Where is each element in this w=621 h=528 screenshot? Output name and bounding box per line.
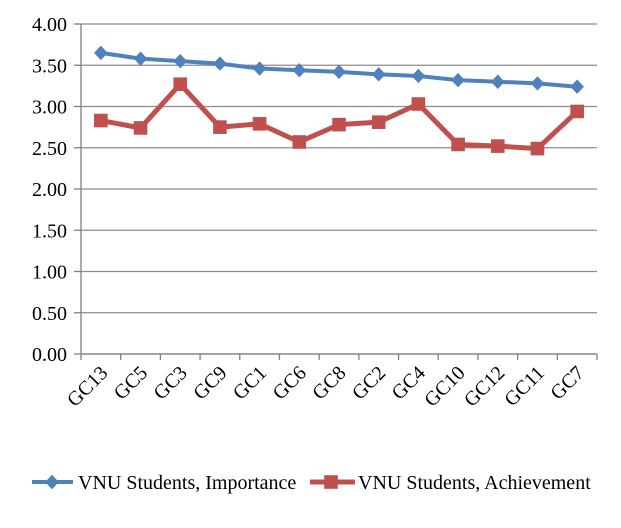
- data-point-marker: [292, 135, 307, 149]
- y-axis-label: 3.50: [32, 55, 67, 77]
- x-axis: GC13GC5GC3GC9GC1GC6GC8GC2GC4GC10GC12GC11…: [63, 353, 598, 411]
- data-point-marker: [332, 117, 346, 132]
- y-axis-label: 3.00: [32, 97, 67, 119]
- x-axis-label: GC6: [269, 362, 311, 404]
- data-point-marker: [213, 120, 227, 134]
- legend-label: VNU Students, Achievement: [358, 472, 591, 494]
- data-point-marker: [371, 67, 386, 82]
- data-point-marker: [411, 97, 426, 111]
- x-axis-label: GC10: [420, 362, 469, 411]
- gridlines: [81, 23, 597, 355]
- y-axis-label: 2.00: [32, 179, 67, 201]
- data-point-marker: [292, 63, 307, 78]
- square-marker-icon: [324, 475, 338, 489]
- data-point-marker: [213, 56, 227, 71]
- x-axis-label: GC1: [229, 362, 271, 404]
- x-axis-label: GC5: [110, 362, 152, 404]
- y-axis-label: 4.00: [32, 14, 67, 36]
- data-point-marker: [490, 139, 505, 153]
- x-axis-label: GC12: [460, 362, 509, 411]
- data-point-marker: [490, 74, 505, 89]
- data-point-marker: [173, 53, 188, 69]
- data-point-marker: [252, 61, 267, 76]
- data-point-marker: [530, 141, 545, 156]
- diamond-marker-icon: [45, 474, 59, 490]
- y-axis: 0.00 0.50 1.00 1.50 2.00 2.50 3.00 3.50 4.00: [32, 14, 82, 366]
- y-axis-label: 1.00: [32, 262, 67, 284]
- x-axis-label: GC11: [500, 362, 549, 411]
- data-point-marker: [530, 76, 545, 91]
- data-point-marker: [371, 115, 386, 129]
- x-axis-label: GC7: [546, 362, 588, 404]
- x-axis-label: GC2: [348, 362, 390, 404]
- legend-item-importance: VNU Students, Importance: [32, 472, 296, 494]
- data-point-marker: [570, 104, 584, 119]
- data-point-marker: [252, 117, 267, 131]
- y-axis-label: 0.50: [32, 303, 67, 325]
- y-axis-label: 1.50: [32, 220, 67, 242]
- x-axis-label: GC8: [308, 362, 350, 404]
- data-point-marker: [451, 72, 465, 88]
- y-axis-label: 2.50: [32, 138, 67, 160]
- x-axis-label: GC3: [149, 362, 191, 404]
- data-point-marker: [451, 137, 465, 152]
- data-point-marker: [94, 45, 108, 61]
- data-point-marker: [94, 113, 108, 128]
- data-point-marker: [133, 121, 148, 135]
- data-point-marker: [411, 68, 426, 84]
- y-axis-label: 0.00: [32, 344, 67, 366]
- data-point-marker: [133, 51, 148, 66]
- data-point-marker: [173, 77, 188, 92]
- legend-label: VNU Students, Importance: [78, 472, 296, 494]
- data-point-marker: [332, 64, 346, 80]
- series-line: [100, 81, 579, 152]
- series-achievement: [94, 77, 584, 156]
- series-importance: [94, 45, 584, 94]
- data-point-marker: [570, 79, 584, 94]
- legend-item-achievement: VNU Students, Achievement: [310, 472, 591, 494]
- x-axis-label: GC13: [63, 362, 112, 411]
- legend: VNU Students, Importance VNU Students, Ac…: [32, 472, 591, 494]
- x-axis-label: GC9: [189, 362, 231, 404]
